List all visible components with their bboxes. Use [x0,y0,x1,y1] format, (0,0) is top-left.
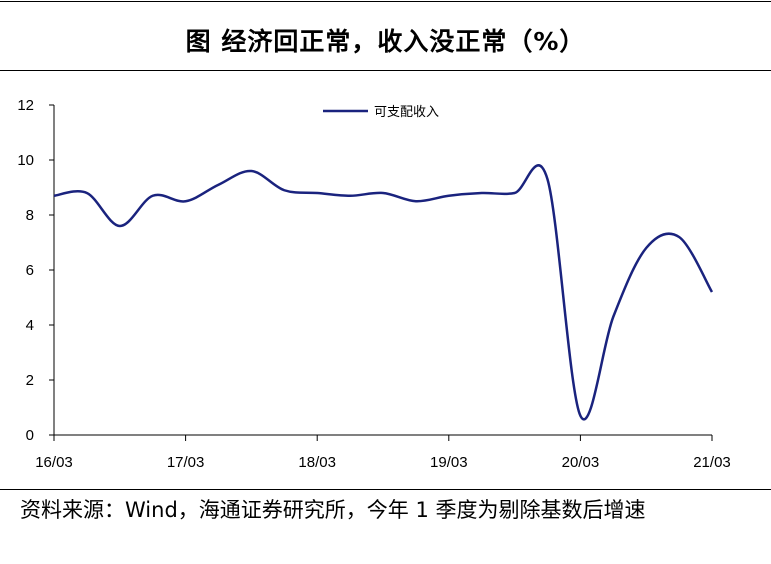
x-tick-label: 21/03 [693,454,731,471]
source-rule [0,489,771,490]
y-tick-label: 6 [26,262,34,279]
x-tick-label: 16/03 [35,454,73,471]
legend-label: 可支配收入 [374,105,439,120]
source-note: 资料来源：Wind，海通证券研究所，今年 1 季度为剔除基数后增速 [20,498,646,522]
series-line [53,164,714,421]
chart-axes [53,105,712,436]
y-tick-label: 4 [26,317,34,334]
y-tick-label: 10 [17,152,34,169]
chart-ticks: 0 2 4 6 8 10 12 16/03 17/03 18/03 19/03 20/03 21/03 [17,97,730,471]
x-tick-label: 17/03 [167,454,205,471]
top-rule [0,1,771,2]
x-tick-label: 20/03 [562,454,600,471]
y-tick-label: 12 [17,97,34,114]
x-tick-label: 19/03 [430,454,468,471]
y-tick-label: 2 [26,372,34,389]
chart-legend: 可支配收入 [323,105,439,120]
chart-plot [53,164,714,421]
y-tick-label: 8 [26,207,34,224]
y-tick-label: 0 [26,427,34,444]
x-tick-label: 18/03 [298,454,336,471]
title-rule [0,70,771,71]
figure-title: 图 经济回正常，收入没正常（%） [185,27,586,56]
